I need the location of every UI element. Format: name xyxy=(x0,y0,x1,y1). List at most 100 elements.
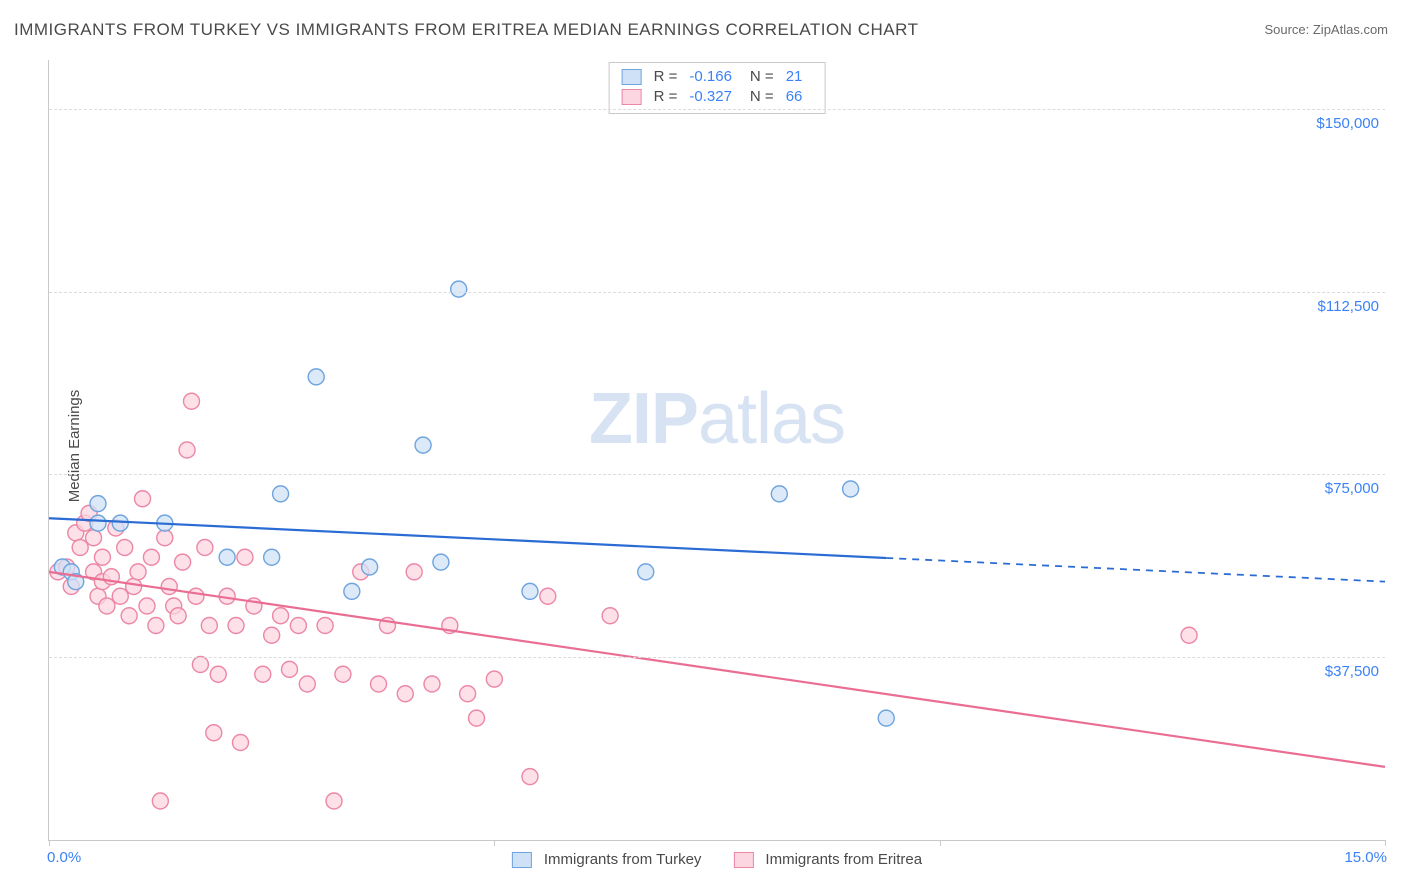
data-point xyxy=(1181,627,1197,643)
data-point xyxy=(878,710,894,726)
data-point xyxy=(843,481,859,497)
legend-stats-row: R = -0.327 N = 66 xyxy=(622,87,813,107)
data-point xyxy=(237,549,253,565)
data-point xyxy=(771,486,787,502)
x-tick-start: 0.0% xyxy=(47,849,81,866)
data-point xyxy=(451,281,467,297)
data-point xyxy=(602,608,618,624)
label-n: N = xyxy=(750,67,774,87)
data-point xyxy=(281,661,297,677)
data-point xyxy=(317,618,333,634)
label-n: N = xyxy=(750,87,774,107)
chart-title: IMMIGRANTS FROM TURKEY VS IMMIGRANTS FRO… xyxy=(14,20,918,40)
plot-area: ZIPatlas R = -0.166 N = 21 R = -0.327 N … xyxy=(48,60,1385,841)
data-point xyxy=(219,549,235,565)
data-point xyxy=(148,618,164,634)
data-point xyxy=(72,540,88,556)
data-point xyxy=(486,671,502,687)
data-point xyxy=(201,618,217,634)
data-point xyxy=(126,579,142,595)
data-point xyxy=(424,676,440,692)
data-point xyxy=(326,793,342,809)
gridline xyxy=(49,474,1385,475)
data-point xyxy=(121,608,137,624)
n-value-turkey: 21 xyxy=(786,67,803,87)
data-point xyxy=(540,588,556,604)
data-point xyxy=(143,549,159,565)
r-value-eritrea: -0.327 xyxy=(689,87,732,107)
data-point xyxy=(469,710,485,726)
data-point xyxy=(264,549,280,565)
data-point xyxy=(638,564,654,580)
data-point xyxy=(170,608,186,624)
data-point xyxy=(371,676,387,692)
data-point xyxy=(175,554,191,570)
data-point xyxy=(179,442,195,458)
data-point xyxy=(255,666,271,682)
data-point xyxy=(335,666,351,682)
data-point xyxy=(397,686,413,702)
data-point xyxy=(522,583,538,599)
data-point xyxy=(112,588,128,604)
data-point xyxy=(99,598,115,614)
y-tick-label: $75,000 xyxy=(1325,480,1379,497)
chart-svg xyxy=(49,60,1385,840)
data-point xyxy=(273,608,289,624)
legend-item: Immigrants from Eritrea xyxy=(733,851,922,868)
trend-line xyxy=(49,518,886,558)
data-point xyxy=(210,666,226,682)
legend-stats-row: R = -0.166 N = 21 xyxy=(622,67,813,87)
legend-stats: R = -0.166 N = 21 R = -0.327 N = 66 xyxy=(609,62,826,114)
legend-item: Immigrants from Turkey xyxy=(512,851,702,868)
legend-series: Immigrants from Turkey Immigrants from E… xyxy=(512,851,922,868)
data-point xyxy=(273,486,289,502)
gridline xyxy=(49,109,1385,110)
trend-line xyxy=(49,572,1385,767)
data-point xyxy=(406,564,422,580)
y-tick-label: $112,500 xyxy=(1318,298,1379,315)
x-tick xyxy=(494,840,495,846)
trend-line-dashed xyxy=(886,558,1385,582)
data-point xyxy=(157,530,173,546)
data-point xyxy=(415,437,431,453)
data-point xyxy=(90,515,106,531)
x-tick xyxy=(940,840,941,846)
data-point xyxy=(112,515,128,531)
swatch-turkey xyxy=(622,69,642,85)
data-point xyxy=(139,598,155,614)
label-r: R = xyxy=(654,67,678,87)
data-point xyxy=(94,549,110,565)
data-point xyxy=(86,530,102,546)
data-point xyxy=(117,540,133,556)
swatch-turkey xyxy=(512,852,532,868)
data-point xyxy=(362,559,378,575)
data-point xyxy=(130,564,146,580)
data-point xyxy=(344,583,360,599)
data-point xyxy=(188,588,204,604)
data-point xyxy=(522,769,538,785)
data-point xyxy=(197,540,213,556)
data-point xyxy=(299,676,315,692)
y-tick-label: $37,500 xyxy=(1325,663,1379,680)
data-point xyxy=(232,735,248,751)
data-point xyxy=(135,491,151,507)
gridline xyxy=(49,657,1385,658)
data-point xyxy=(152,793,168,809)
chart-container: IMMIGRANTS FROM TURKEY VS IMMIGRANTS FRO… xyxy=(0,0,1406,892)
x-tick xyxy=(1385,840,1386,846)
x-tick-end: 15.0% xyxy=(1344,849,1387,866)
data-point xyxy=(206,725,222,741)
source-label: Source: ZipAtlas.com xyxy=(1264,22,1388,37)
label-r: R = xyxy=(654,87,678,107)
data-point xyxy=(264,627,280,643)
data-point xyxy=(228,618,244,634)
gridline xyxy=(49,292,1385,293)
data-point xyxy=(161,579,177,595)
swatch-eritrea xyxy=(733,852,753,868)
series-label-turkey: Immigrants from Turkey xyxy=(544,851,702,868)
n-value-eritrea: 66 xyxy=(786,87,803,107)
r-value-turkey: -0.166 xyxy=(689,67,732,87)
x-tick xyxy=(49,840,50,846)
data-point xyxy=(184,393,200,409)
data-point xyxy=(308,369,324,385)
